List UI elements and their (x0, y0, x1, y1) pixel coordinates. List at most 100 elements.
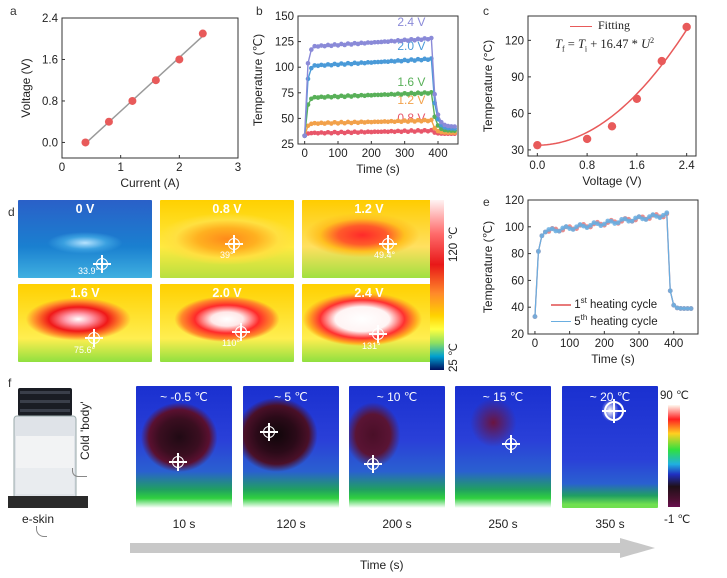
thermal-image-f: ~ -0.5 ℃ (136, 386, 232, 508)
series-point (449, 124, 454, 129)
thermal-temp-label: ~ 10 ℃ (376, 390, 418, 404)
series-point (664, 210, 670, 216)
x-tick-label: 300 (629, 338, 648, 350)
y-tick-label: 60 (511, 108, 524, 120)
x-tick-label: 200 (595, 338, 614, 350)
y-tick-label: 50 (281, 113, 294, 125)
thermal-time-caption: 200 s (382, 517, 412, 531)
chart-b-temperature-time: 0 100 200 300 400 25 50 75 100 125 150 Time (s) Temp… (251, 11, 459, 176)
series-point (615, 220, 621, 226)
y-tick-label: 120 (505, 35, 524, 47)
data-point (632, 94, 642, 103)
thermal-temp-readout: 39° (220, 250, 234, 260)
series-point (681, 306, 687, 311)
legend-1st-label: heating cycle (586, 298, 658, 311)
x-tick-label: 2.4 (679, 160, 696, 172)
series-point (439, 129, 444, 135)
series-point (553, 228, 559, 234)
cold-body-pointer (72, 468, 87, 477)
chart-e-legend: 1st heating cycle 5th heating cycle (551, 296, 658, 328)
y-tick-label: 25 (281, 139, 294, 151)
series-point (305, 60, 311, 66)
thermal-image-d: 2.4 V 131° (302, 284, 436, 362)
legend-1st-swatch (551, 304, 571, 306)
thermal-image-f: ~ 10 ℃ (349, 386, 445, 508)
series-point (539, 233, 545, 239)
series-point (429, 117, 434, 123)
series-point (365, 60, 371, 65)
thermal-time-caption: 120 s (276, 517, 306, 531)
colorbar-f-min: -1 ℃ (664, 514, 691, 526)
series-point (429, 35, 434, 41)
eskin-pointer (36, 526, 47, 537)
crosshair-icon (602, 399, 626, 423)
crosshair-icon (93, 255, 111, 273)
chart-c-temperature-voltage: 0.0 0.8 1.6 2.4 30 60 90 120 Voltage (V) Temperat… (481, 15, 697, 188)
series-point (382, 119, 387, 124)
x-tick-label: 1.6 (629, 160, 645, 172)
panel-label-f: f (8, 376, 12, 390)
y-tick-label: 75 (281, 88, 294, 100)
series-point (382, 39, 387, 44)
y-tick-label: 0.8 (42, 96, 58, 108)
data-point (81, 138, 90, 147)
thermal-voltage-label: 2.0 V (212, 286, 242, 300)
plot-frame (527, 15, 697, 157)
series-point (369, 119, 374, 125)
series-point (432, 114, 437, 120)
series-point (570, 227, 576, 232)
thermal-time-caption: 350 s (595, 517, 625, 531)
series-point (439, 119, 444, 125)
thermal-image-d: 2.0 V 110° (160, 284, 294, 362)
legend-fitting-label: Fitting (598, 18, 631, 32)
series-point (685, 306, 690, 311)
x-tick-label: 400 (428, 148, 447, 160)
series-point (305, 123, 311, 129)
legend-5th-label: heating cycle (587, 315, 658, 328)
y-tick-label: 60 (511, 275, 524, 287)
time-axis-label: Time (s) (360, 558, 404, 572)
series-point (435, 123, 441, 128)
x-tick-label: 100 (560, 338, 579, 350)
y-axis-label: Voltage (V) (19, 58, 33, 117)
series-point (584, 225, 590, 231)
colorbar-f (668, 405, 680, 507)
y-axis-label: Temperature (°C) (481, 40, 495, 132)
series-label: 2.0 V (397, 39, 425, 53)
y-axis-label: Temperature (℃) (251, 34, 265, 126)
series-point (588, 223, 593, 228)
data-point (151, 76, 160, 85)
series-point (382, 129, 387, 134)
series-point (532, 314, 538, 319)
y-tick-label: 80 (511, 249, 524, 261)
legend-line-swatch (570, 25, 592, 27)
thermal-temp-readout: 33.9° (78, 266, 100, 276)
data-point (175, 55, 184, 64)
series-point (382, 92, 387, 97)
thermal-image-d: 1.6 V 75.6° (18, 284, 152, 362)
y-tick-label: 100 (275, 62, 294, 74)
series-point (429, 90, 434, 95)
thermal-voltage-label: 1.6 V (70, 286, 100, 300)
x-tick-label: 0 (59, 162, 65, 174)
legend-5th-swatch (551, 320, 571, 323)
eskin-label: e-skin (22, 512, 55, 526)
x-axis-label: Time (s) (591, 352, 635, 366)
series-point (432, 125, 437, 131)
y-tick-label: 125 (275, 37, 294, 49)
y-tick-label: 0.0 (42, 137, 58, 149)
colorbar-d-max: 120 ℃ (448, 226, 460, 262)
series-point (375, 119, 381, 125)
series-point (309, 65, 314, 71)
legend-5th-number: 5 (574, 315, 581, 328)
series-point (309, 47, 314, 52)
thermal-temp-readout: 110° (222, 338, 240, 348)
x-tick-label: 0 (532, 338, 538, 350)
series-point (365, 129, 371, 134)
thermal-voltage-label: 0.8 V (212, 202, 242, 216)
crosshair-icon (169, 453, 187, 471)
series-point (372, 59, 377, 65)
legend-1st-sup: st (580, 296, 587, 305)
series-point (429, 127, 434, 133)
x-tick-label: 100 (328, 148, 347, 160)
